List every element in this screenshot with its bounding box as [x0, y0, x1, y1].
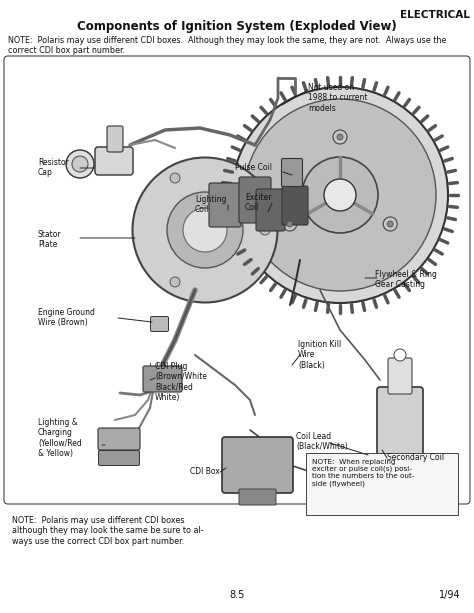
FancyBboxPatch shape: [282, 159, 302, 186]
Text: ELECTRICAL: ELECTRICAL: [400, 10, 470, 20]
Circle shape: [167, 192, 243, 268]
Text: Coil Lead
(Black/White): Coil Lead (Black/White): [296, 432, 348, 451]
FancyBboxPatch shape: [209, 183, 241, 227]
FancyBboxPatch shape: [239, 177, 271, 223]
FancyBboxPatch shape: [98, 428, 140, 450]
Circle shape: [383, 217, 397, 231]
Text: Ignition Kill
Wire
(Black): Ignition Kill Wire (Black): [298, 340, 341, 370]
FancyBboxPatch shape: [239, 489, 276, 505]
FancyBboxPatch shape: [388, 358, 412, 394]
FancyBboxPatch shape: [386, 459, 413, 476]
Text: 8.5: 8.5: [229, 590, 245, 600]
FancyBboxPatch shape: [107, 126, 123, 152]
FancyBboxPatch shape: [256, 189, 285, 231]
Circle shape: [244, 99, 436, 291]
Circle shape: [324, 179, 356, 211]
Circle shape: [394, 349, 406, 361]
FancyBboxPatch shape: [282, 186, 308, 225]
Circle shape: [333, 130, 347, 144]
Text: NOTE:  Polaris may use different CDI boxes.  Although they may look the same, th: NOTE: Polaris may use different CDI boxe…: [8, 36, 447, 55]
Text: Not used on
1988 to current
models: Not used on 1988 to current models: [308, 83, 367, 113]
Circle shape: [170, 173, 180, 183]
Text: Lighting
Coil: Lighting Coil: [195, 195, 227, 215]
Text: Components of Ignition System (Exploded View): Components of Ignition System (Exploded …: [77, 20, 397, 33]
Circle shape: [387, 221, 393, 227]
Text: Pulse Coil: Pulse Coil: [235, 163, 272, 172]
Circle shape: [232, 87, 448, 303]
Circle shape: [337, 134, 343, 140]
FancyBboxPatch shape: [95, 147, 133, 175]
FancyBboxPatch shape: [377, 387, 423, 463]
Text: Secondary Coil: Secondary Coil: [387, 453, 444, 462]
Text: Lighting &
Charging
(Yellow/Red
& Yellow): Lighting & Charging (Yellow/Red & Yellow…: [38, 418, 82, 458]
Circle shape: [183, 208, 227, 252]
FancyBboxPatch shape: [306, 453, 458, 515]
Text: NOTE:  When replacing
exciter or pulse coil(s) posi-
tion the numbers to the out: NOTE: When replacing exciter or pulse co…: [312, 459, 414, 487]
Circle shape: [283, 217, 297, 231]
FancyBboxPatch shape: [99, 451, 139, 465]
Text: 1/94: 1/94: [439, 590, 461, 600]
Circle shape: [260, 225, 270, 235]
FancyBboxPatch shape: [151, 316, 168, 332]
Ellipse shape: [133, 158, 277, 302]
Text: NOTE:  Polaris may use different CDI boxes
although they may look the same be su: NOTE: Polaris may use different CDI boxe…: [12, 516, 204, 546]
Text: CDI Box: CDI Box: [190, 467, 220, 476]
Circle shape: [287, 221, 293, 227]
Text: Engine Ground
Wire (Brown): Engine Ground Wire (Brown): [38, 308, 95, 327]
Circle shape: [72, 156, 88, 172]
Text: Flywheel & Ring
Gear Casting: Flywheel & Ring Gear Casting: [375, 270, 437, 289]
Text: CDI Plug
(Brown/White
Black/Red
White): CDI Plug (Brown/White Black/Red White): [155, 362, 207, 402]
Text: Resistor
Cap: Resistor Cap: [38, 158, 69, 177]
Circle shape: [302, 157, 378, 233]
Text: Stator
Plate: Stator Plate: [38, 230, 62, 249]
FancyBboxPatch shape: [222, 437, 293, 493]
Circle shape: [170, 277, 180, 287]
FancyBboxPatch shape: [143, 366, 182, 392]
Text: Exciter
Coil: Exciter Coil: [245, 193, 272, 212]
Circle shape: [66, 150, 94, 178]
FancyBboxPatch shape: [4, 56, 470, 504]
